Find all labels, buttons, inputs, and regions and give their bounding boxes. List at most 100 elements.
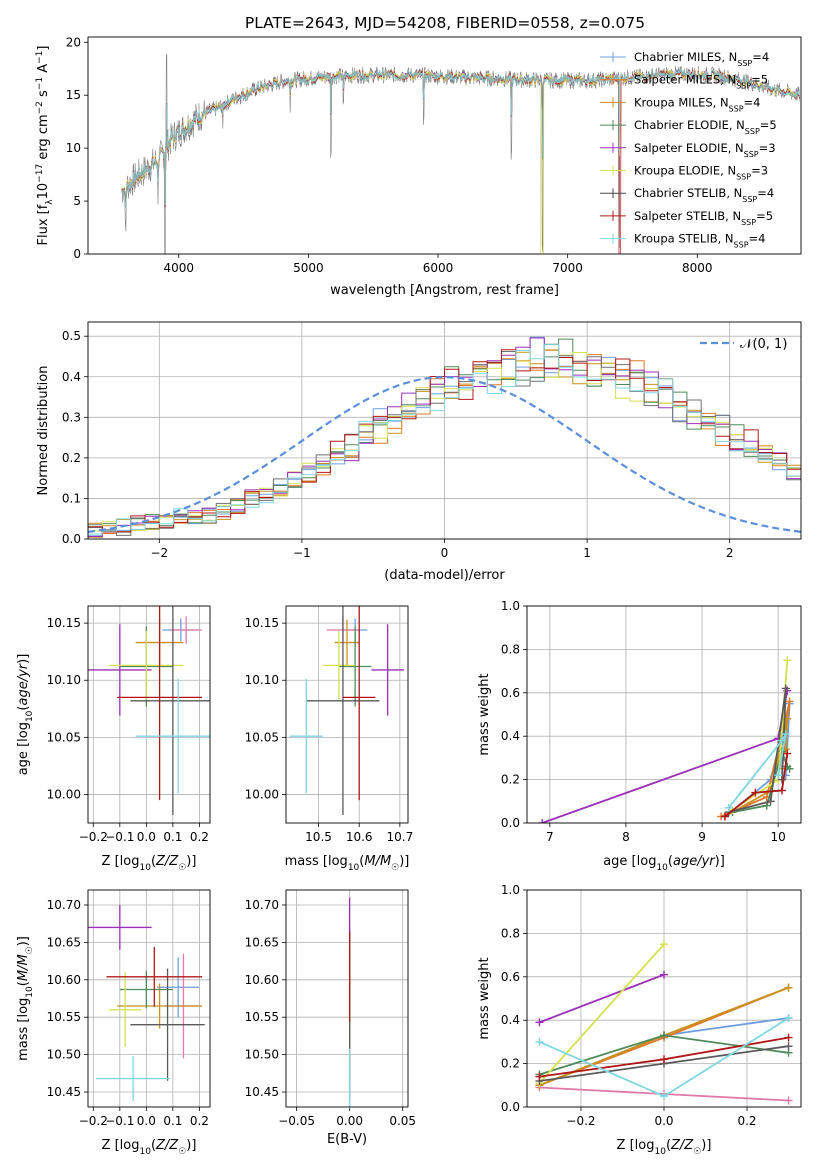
age-vs-Z-xtick-label: −0.1 bbox=[105, 830, 134, 844]
mass-vs-EBV-xlabel: E(B-V) bbox=[327, 1132, 367, 1147]
age-vs-Z-ytick-label: 10.15 bbox=[47, 616, 81, 630]
weight-vs-age-xlabel: age [log10(age/yr)] bbox=[603, 854, 725, 873]
age-vs-Z-ytick-label: 10.00 bbox=[47, 787, 81, 801]
legend-item: Chabrier MILES, NSSP=4 bbox=[634, 50, 769, 68]
weight-vs-Z-ylabel: mass weight bbox=[477, 957, 492, 1039]
legend-item: Chabrier STELIB, NSSP=4 bbox=[634, 186, 774, 204]
weight-vs-age-ytick-label: 0.0 bbox=[501, 816, 520, 830]
spectrum-series-8 bbox=[121, 68, 800, 209]
age-vs-mass-ytick-label: 10.10 bbox=[245, 673, 279, 687]
weight-vs-age-ytick-label: 0.6 bbox=[501, 686, 520, 700]
weight-vs-Z-ytick-label: 0.8 bbox=[501, 926, 520, 940]
weight-vs-age-xtick-label: 7 bbox=[546, 830, 554, 844]
weight-line bbox=[724, 753, 789, 818]
spectrum-ytick-label: 20 bbox=[66, 35, 81, 49]
weight-vs-Z-ytick-label: 0.0 bbox=[501, 1100, 520, 1114]
residuals-ytick-label: 0.1 bbox=[62, 491, 81, 505]
spectrum-xtick-label: 5000 bbox=[293, 261, 324, 275]
mass-vs-EBV-ytick-label: 10.65 bbox=[245, 935, 279, 949]
mass-vs-EBV-ytick-label: 10.60 bbox=[245, 973, 279, 987]
weight-vs-Z-xtick-label: 0.2 bbox=[737, 1114, 756, 1128]
weight-vs-age-xtick-label: 8 bbox=[622, 830, 630, 844]
spectrum-xtick-label: 7000 bbox=[552, 261, 583, 275]
spectrum-ytick-label: 5 bbox=[73, 194, 81, 208]
weight-vs-age-frame bbox=[526, 605, 802, 824]
weight-vs-age-ylabel: mass weight bbox=[477, 673, 492, 755]
residuals-hists bbox=[88, 336, 801, 538]
residuals-ytick-label: 0.0 bbox=[62, 532, 81, 546]
age-vs-mass-xtick-label: 10.7 bbox=[387, 830, 414, 844]
mass-vs-Z-ylabel: mass [log10(M/M☉)] bbox=[16, 936, 35, 1061]
age-vs-mass-xlabel: mass [log10(M/M☉)] bbox=[285, 854, 410, 873]
weight-vs-age-ytick-label: 0.8 bbox=[501, 642, 520, 656]
age-vs-Z-xtick-label: −0.2 bbox=[79, 830, 108, 844]
weight-vs-Z-xtick-label: 0.0 bbox=[654, 1114, 673, 1128]
age-vs-Z-frame bbox=[87, 605, 211, 824]
spectrum-xtick-label: 8000 bbox=[682, 261, 713, 275]
age-vs-Z-ylabel: age [log10(age/yr)] bbox=[16, 654, 35, 776]
age-vs-Z-xtick-label: 0.2 bbox=[190, 830, 209, 844]
mass-vs-Z-xtick-label: 0.1 bbox=[163, 1114, 182, 1128]
residuals-ytick-label: 0.3 bbox=[62, 410, 81, 424]
weight-vs-Z-frame bbox=[526, 889, 802, 1108]
legend-item: Kroupa MILES, NSSP=4 bbox=[634, 95, 760, 113]
mass-vs-Z-xtick-label: 0.0 bbox=[137, 1114, 156, 1128]
weight-vs-Z-ytick-label: 1.0 bbox=[501, 883, 520, 897]
spectrum-xtick-label: 4000 bbox=[163, 261, 194, 275]
weight-vs-age-ytick-label: 0.2 bbox=[501, 773, 520, 787]
residuals-xtick-label: −1 bbox=[293, 546, 311, 560]
weight-line bbox=[727, 733, 787, 809]
residuals-xtick-label: −2 bbox=[150, 546, 168, 560]
mass-vs-Z-ytick-label: 10.50 bbox=[47, 1048, 81, 1062]
age-vs-mass-xtick-label: 10.5 bbox=[305, 830, 332, 844]
spectrum-frame bbox=[87, 36, 802, 255]
weight-vs-Z-lines bbox=[535, 940, 793, 1105]
legend-item: Salpeter STELIB, NSSP=5 bbox=[634, 209, 773, 227]
spectrum-ylabel: Flux [fλ10−17 erg cm−2 s−1 A−1] bbox=[35, 46, 55, 246]
mass-vs-Z-xtick-label: −0.1 bbox=[105, 1114, 134, 1128]
age-vs-mass-ytick-label: 10.05 bbox=[245, 730, 279, 744]
spectrum-ytick-label: 15 bbox=[66, 88, 81, 102]
weight-vs-Z-ytick-label: 0.4 bbox=[501, 1013, 520, 1027]
histogram-series-8 bbox=[88, 344, 801, 535]
legend-item: Chabrier ELODIE, NSSP=5 bbox=[634, 118, 777, 136]
mass-vs-Z-ytick-label: 10.45 bbox=[47, 1085, 81, 1099]
mass-vs-EBV-xtick-label: −0.05 bbox=[278, 1114, 315, 1128]
mass-vs-Z-xlabel: Z [log10(Z/Z☉)] bbox=[102, 1138, 197, 1157]
mass-vs-EBV-xtick-label: 0.05 bbox=[389, 1114, 416, 1128]
mass-vs-Z-ytick-label: 10.60 bbox=[47, 973, 81, 987]
spectrum-ytick-label: 10 bbox=[66, 141, 81, 155]
spectrum-ytick-label: 0 bbox=[73, 247, 81, 261]
weight-vs-Z-ytick-label: 0.6 bbox=[501, 970, 520, 984]
age-vs-Z-points bbox=[88, 606, 210, 816]
age-vs-Z-ytick-label: 10.10 bbox=[47, 673, 81, 687]
spectrum-xtick-label: 6000 bbox=[423, 261, 454, 275]
weight-vs-age-ytick-label: 1.0 bbox=[501, 599, 520, 613]
residuals-frame bbox=[87, 321, 802, 540]
mass-vs-EBV-frame bbox=[285, 889, 409, 1108]
mass-vs-EBV-ytick-label: 10.45 bbox=[245, 1085, 279, 1099]
residuals-ytick-label: 0.5 bbox=[62, 329, 81, 343]
weight-vs-age-lines bbox=[538, 656, 794, 823]
residuals-xtick-label: 1 bbox=[583, 546, 591, 560]
weight-vs-age-xtick-label: 10 bbox=[771, 830, 786, 844]
legend-item: Kroupa STELIB, NSSP=4 bbox=[634, 232, 765, 250]
weight-line bbox=[538, 943, 665, 1084]
age-vs-mass-frame bbox=[285, 605, 409, 824]
mass-vs-Z-ytick-label: 10.65 bbox=[47, 935, 81, 949]
normal-curve bbox=[88, 376, 801, 533]
residuals-xtick-label: 2 bbox=[726, 546, 734, 560]
legend-item: Salpeter ELODIE, NSSP=3 bbox=[634, 141, 776, 159]
mass-vs-EBV-ytick-label: 10.55 bbox=[245, 1010, 279, 1024]
residuals-ylabel: Normed distribution bbox=[36, 366, 51, 496]
age-vs-Z-ytick-label: 10.05 bbox=[47, 730, 81, 744]
residuals-ytick-label: 0.2 bbox=[62, 451, 81, 465]
residuals-xtick-label: 0 bbox=[441, 546, 449, 560]
mass-vs-Z-xtick-label: −0.2 bbox=[79, 1114, 108, 1128]
mass-vs-Z-points bbox=[88, 904, 205, 1102]
residuals-ytick-label: 0.4 bbox=[62, 370, 81, 384]
weight-vs-age-xtick-label: 9 bbox=[698, 830, 706, 844]
spectrum-lines bbox=[121, 53, 800, 254]
weight-vs-Z-xtick-label: −0.2 bbox=[566, 1114, 595, 1128]
mass-vs-Z-ytick-label: 10.55 bbox=[47, 1010, 81, 1024]
